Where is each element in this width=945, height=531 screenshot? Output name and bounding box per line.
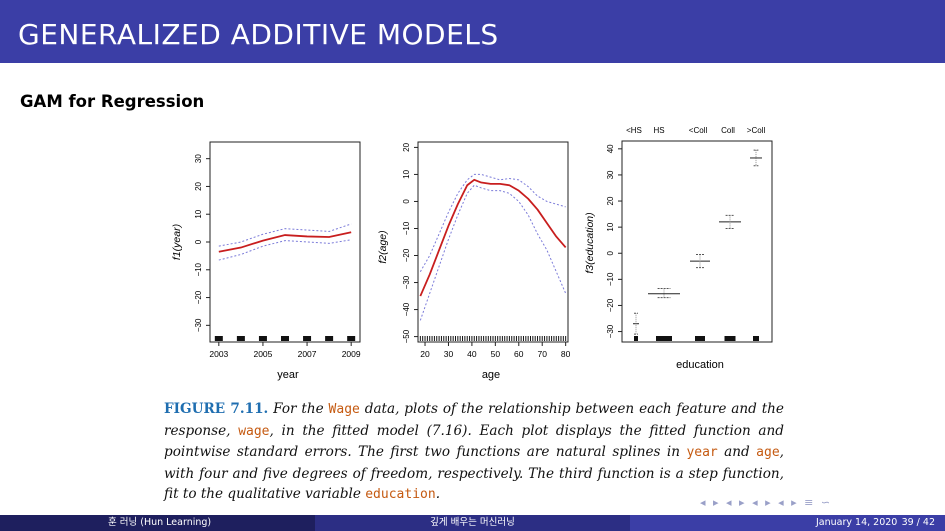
title-bar: GENERALIZED ADDITIVE MODELS	[0, 0, 945, 63]
panel-age-ytick-label: 20	[402, 142, 411, 151]
caption-text-1: For the	[268, 401, 329, 417]
panel-education-rug-mark	[656, 336, 672, 341]
panel-education-ytick-label: 40	[606, 144, 615, 153]
footer-course: 깊게 배우는 머신러닝	[430, 517, 515, 528]
figure-caption: FIGURE 7.11. For the Wage data, plots of…	[164, 399, 784, 506]
caption-text-4: and	[717, 444, 757, 460]
panel-age-ylabel: f2(age)	[377, 230, 389, 263]
panel-age-xlabel: age	[482, 369, 500, 381]
panel-age-se-line	[419, 184, 567, 321]
panel-age-xtick-label: 70	[537, 349, 547, 359]
footer: 훈 러닝 (Hun Learning) 깊게 배우는 머신러닝 January …	[0, 515, 945, 531]
panel-year-ylabel: f1(year)	[171, 224, 183, 260]
panel-year-rug-mark	[325, 336, 334, 341]
panel-education-frame	[621, 140, 773, 343]
panel-year-ytick-label: 10	[194, 209, 203, 218]
caption-text-6: .	[435, 486, 441, 502]
panel-age-ticks: −50 −40 −30 −20 −10 0 10 20 20 30 40 50 60 70 80	[402, 142, 571, 359]
panel-year: −30 −20 −10 0 10 20 30 2003 2005 2007 2009 f1(year…	[171, 141, 361, 381]
panel-year-ytick-label: 20	[194, 181, 203, 190]
panel-education-rug-mark	[724, 336, 736, 341]
panel-year-rug-mark	[281, 336, 289, 341]
panel-education-ticks: −30 −20 −10 0 10 20 30 40 <HS HS <Coll Coll >Coll	[606, 126, 765, 341]
footer-author-segment: 훈 러닝 (Hun Learning)	[0, 515, 315, 531]
caption-text-5: , with four and five degrees of freedom,…	[164, 444, 784, 502]
panel-education-ylabel: f3(education)	[584, 212, 596, 273]
panel-education-rug-mark	[695, 336, 705, 341]
footer-course-segment: 깊게 배우는 머신러닝	[315, 515, 630, 531]
panel-age-fit-line	[419, 178, 567, 297]
caption-text-3: , in the fitted model (7.16). Each plot …	[164, 422, 784, 461]
slide-subtitle: GAM for Regression	[20, 92, 205, 111]
panel-year-se-line	[218, 223, 352, 247]
panel-education-ytick-label: −30	[606, 324, 615, 338]
panel-age: −50 −40 −30 −20 −10 0 10 20 20 30 40 50 60 70 80 f2(ag…	[377, 141, 571, 381]
panel-education-xlabel: education	[676, 359, 724, 371]
panel-year-fit-line	[218, 231, 352, 253]
panel-education-ytick-label: −20	[606, 298, 615, 312]
panel-year-ytick-label: −10	[194, 262, 203, 276]
caption-text-2: data, plots of the relationship between …	[164, 401, 784, 439]
figure-panels: −30 −20 −10 0 10 20 30 2003 2005 2007 2009 f1(year…	[171, 126, 773, 381]
caption-code-education: education	[365, 487, 436, 502]
panel-year-ticks: −30 −20 −10 0 10 20 30 2003 2005 2007 2009	[194, 154, 361, 359]
panel-year-rug-mark	[214, 336, 223, 341]
panel-education-rug-mark	[753, 336, 759, 341]
panel-age-xtick-label: 20	[420, 349, 430, 359]
panel-education-category-label: HS	[653, 126, 664, 135]
footer-author: 훈 러닝 (Hun Learning)	[108, 517, 212, 528]
panel-education-category-label: <HS	[626, 126, 642, 135]
caption-figure-label: FIGURE 7.11.	[164, 401, 269, 417]
panel-education-ytick-label: 30	[606, 170, 615, 179]
panel-year-ytick-label: −30	[194, 318, 203, 332]
caption-code-wage-data: Wage	[328, 402, 360, 417]
panel-age-xtick-label: 30	[444, 349, 454, 359]
panel-age-ytick-label: −20	[402, 248, 411, 262]
footer-page-number: 39 / 42	[901, 517, 935, 528]
panel-education-ytick-label: 0	[606, 250, 615, 255]
panel-age-xtick-label: 80	[561, 349, 571, 359]
panel-age-se-line	[419, 173, 566, 272]
panel-age-xtick-label: 50	[491, 349, 501, 359]
footer-date: January 14, 2020	[816, 517, 898, 528]
panel-education-ytick-label: −10	[606, 272, 615, 286]
panel-year-rug-mark	[236, 336, 245, 341]
panel-year-xtick-label: 2007	[298, 349, 317, 359]
panel-year-ytick-label: 30	[194, 154, 203, 163]
panel-education-category-label: Coll	[721, 126, 735, 135]
panel-age-ytick-label: 10	[402, 169, 411, 178]
caption-code-age: age	[756, 445, 780, 460]
panel-age-ytick-label: −10	[402, 221, 411, 235]
panel-age-ytick-label: −30	[402, 275, 411, 289]
panel-year-xtick-label: 2003	[209, 349, 228, 359]
panel-age-ytick-label: −40	[402, 302, 411, 316]
panel-education-category-label: >Coll	[747, 126, 766, 135]
panel-year-rug-mark	[347, 336, 356, 341]
footer-date-segment: January 14, 2020 39 / 42	[630, 515, 945, 531]
panel-year-xtick-label: 2009	[342, 349, 361, 359]
panel-year-ytick-label: 0	[194, 239, 203, 244]
panel-year-xlabel: year	[277, 369, 299, 381]
panel-age-ytick-label: −50	[402, 329, 411, 343]
panel-education: −30 −20 −10 0 10 20 30 40 <HS HS <Coll Coll >Coll f3…	[584, 126, 773, 371]
panel-age-xtick-label: 40	[467, 349, 477, 359]
panel-age-ytick-label: 0	[402, 199, 411, 204]
panel-age-xtick-label: 60	[514, 349, 524, 359]
slide-title: GENERALIZED ADDITIVE MODELS	[18, 18, 499, 51]
beamer-navigation-icons[interactable]: ◂ ▸ ◂ ▸ ◂ ▸ ◂ ▸ ≡ ∽	[700, 496, 833, 509]
panel-year-rug-mark	[258, 336, 267, 341]
panel-education-ytick-label: 20	[606, 196, 615, 205]
panel-year-xtick-label: 2005	[253, 349, 272, 359]
panel-education-rug-mark	[634, 336, 638, 341]
panel-year-ytick-label: −20	[194, 290, 203, 304]
panel-age-frame	[417, 141, 569, 343]
panel-education-ytick-label: 10	[606, 222, 615, 231]
panel-year-se-line	[218, 239, 352, 261]
panel-education-category-label: <Coll	[689, 126, 708, 135]
caption-code-year: year	[686, 445, 718, 460]
panel-year-rug-mark	[303, 336, 312, 341]
caption-code-wage: wage	[238, 423, 270, 439]
